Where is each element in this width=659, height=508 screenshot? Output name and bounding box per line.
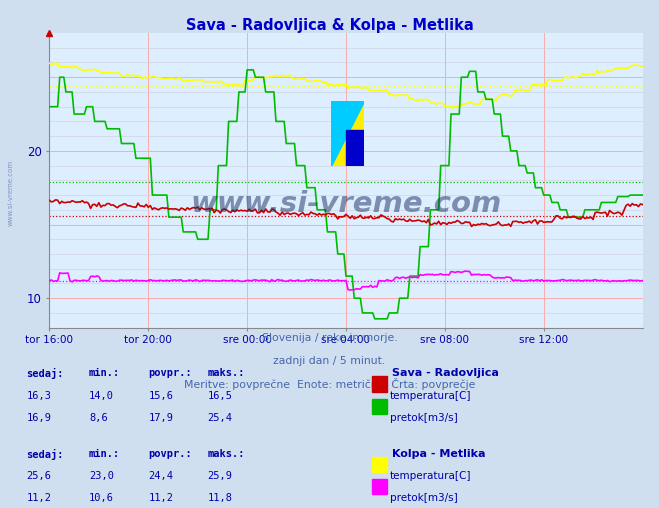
Text: povpr.:: povpr.: bbox=[148, 449, 192, 459]
Text: Sava - Radovljica: Sava - Radovljica bbox=[392, 368, 499, 378]
Text: 23,0: 23,0 bbox=[89, 471, 114, 481]
Text: 11,8: 11,8 bbox=[208, 493, 233, 503]
Text: 8,6: 8,6 bbox=[89, 413, 107, 423]
Text: www.si-vreme.com: www.si-vreme.com bbox=[190, 190, 501, 218]
Text: 15,6: 15,6 bbox=[148, 391, 173, 401]
Text: 25,4: 25,4 bbox=[208, 413, 233, 423]
Text: Sava - Radovljica & Kolpa - Metlika: Sava - Radovljica & Kolpa - Metlika bbox=[186, 18, 473, 33]
Text: povpr.:: povpr.: bbox=[148, 368, 192, 378]
Text: temperatura[C]: temperatura[C] bbox=[390, 391, 472, 401]
Text: 17,9: 17,9 bbox=[148, 413, 173, 423]
Text: 14,0: 14,0 bbox=[89, 391, 114, 401]
Text: sedaj:: sedaj: bbox=[26, 368, 64, 379]
Text: min.:: min.: bbox=[89, 368, 120, 378]
Text: 10,6: 10,6 bbox=[89, 493, 114, 503]
Text: Kolpa - Metlika: Kolpa - Metlika bbox=[392, 449, 486, 459]
Text: Meritve: povprečne  Enote: metrične  Črta: povprečje: Meritve: povprečne Enote: metrične Črta:… bbox=[184, 378, 475, 391]
Text: pretok[m3/s]: pretok[m3/s] bbox=[390, 413, 458, 423]
Text: temperatura[C]: temperatura[C] bbox=[390, 471, 472, 481]
Text: 16,9: 16,9 bbox=[26, 413, 51, 423]
Text: 16,3: 16,3 bbox=[26, 391, 51, 401]
Text: 16,5: 16,5 bbox=[208, 391, 233, 401]
Text: Slovenija / reke in morje.: Slovenija / reke in morje. bbox=[262, 333, 397, 343]
Text: 11,2: 11,2 bbox=[148, 493, 173, 503]
Text: 11,2: 11,2 bbox=[26, 493, 51, 503]
Text: sedaj:: sedaj: bbox=[26, 449, 64, 460]
Text: pretok[m3/s]: pretok[m3/s] bbox=[390, 493, 458, 503]
Text: maks.:: maks.: bbox=[208, 449, 245, 459]
Text: 25,9: 25,9 bbox=[208, 471, 233, 481]
Text: maks.:: maks.: bbox=[208, 368, 245, 378]
Text: 24,4: 24,4 bbox=[148, 471, 173, 481]
Text: www.si-vreme.com: www.si-vreme.com bbox=[8, 160, 14, 226]
Text: zadnji dan / 5 minut.: zadnji dan / 5 minut. bbox=[273, 356, 386, 366]
Text: 25,6: 25,6 bbox=[26, 471, 51, 481]
Text: min.:: min.: bbox=[89, 449, 120, 459]
